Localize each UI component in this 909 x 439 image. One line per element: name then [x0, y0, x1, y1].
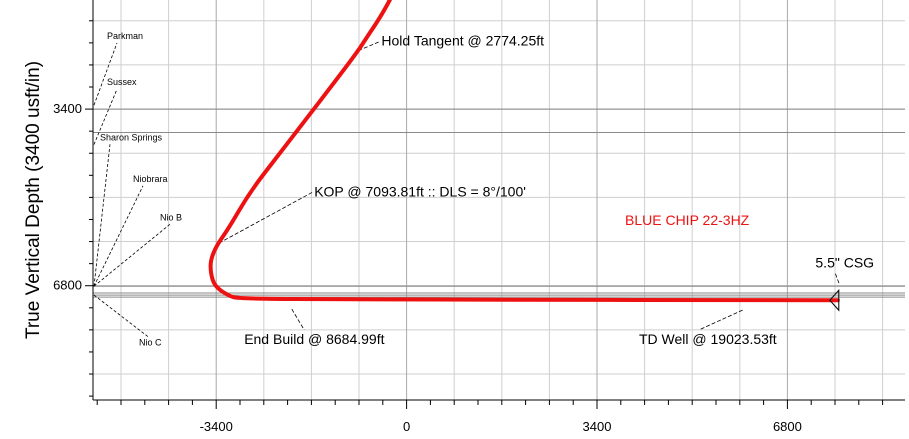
- annotation-label: KOP @ 7093.81ft :: DLS = 8°/100': [314, 183, 526, 199]
- y-tick-label: 3400: [53, 101, 82, 116]
- x-tick-label: 0: [403, 419, 410, 434]
- minor-gridlines: [93, 0, 905, 400]
- formation-top-lines: [93, 108, 905, 298]
- annotation-leader: [291, 308, 305, 331]
- annotation-label: End Build @ 8684.99ft: [244, 331, 384, 347]
- x-tick-label: 6800: [773, 419, 802, 434]
- casing-shoe-marker: [829, 288, 840, 312]
- plot-frame: [92, 0, 905, 401]
- wellbore-trajectory-line: [208, 0, 840, 303]
- major-gridlines: [93, 0, 905, 400]
- formation-label: Nio B: [160, 212, 182, 222]
- formation-label: Sussex: [107, 77, 137, 87]
- formation-leader: [93, 294, 150, 338]
- y-axis-ticks: 3400 6800: [53, 20, 93, 397]
- x-tick-label: -3400: [200, 419, 233, 434]
- formation-leader: [93, 223, 171, 287]
- formation-leader: [93, 144, 111, 287]
- series-label: BLUE CHIP 22-3HZ: [625, 212, 750, 228]
- annotation-labels: BLUE CHIP 22-3HZ Hold Tangent @ 2774.25ft…: [244, 33, 874, 347]
- y-tick-label: 6800: [53, 278, 82, 293]
- formation-labels: Parkman Sussex Sharon Springs Niobrara Nio B…: [100, 31, 182, 347]
- annotation-label: Hold Tangent @ 2774.25ft: [381, 33, 544, 49]
- x-tick-label: 3400: [583, 419, 612, 434]
- annotation-label: 5.5" CSG: [815, 255, 874, 271]
- formation-label: Sharon Springs: [100, 132, 163, 142]
- annotation-leader: [698, 309, 743, 331]
- annotation-label: TD Well @ 19023.53ft: [639, 331, 777, 347]
- series-layer: [208, 0, 840, 312]
- formation-leader: [93, 185, 144, 287]
- formation-leader: [93, 42, 118, 106]
- formation-label: Niobrara: [133, 174, 168, 184]
- annotation-leader: [835, 273, 840, 284]
- annotation-leaders: [93, 41, 840, 338]
- annotation-leader: [358, 41, 380, 51]
- formation-label: Nio C: [139, 337, 162, 347]
- formation-label: Parkman: [107, 31, 143, 41]
- x-axis-ticks: -3400 0 3400 6800: [96, 400, 884, 434]
